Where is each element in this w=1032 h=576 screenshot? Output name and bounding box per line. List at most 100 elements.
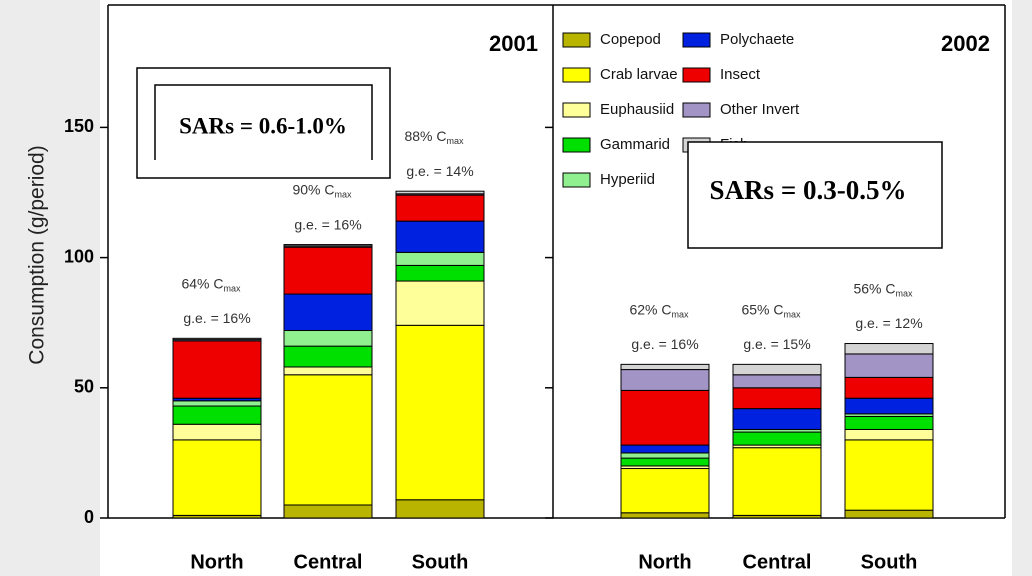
legend-label: Other Invert <box>720 101 800 118</box>
x-tick-label: Central <box>743 551 812 573</box>
bar-segment <box>620 363 710 371</box>
legend-swatch <box>562 102 591 118</box>
cmax-subscript: max <box>224 284 242 294</box>
cmax-text: 65% C <box>741 301 783 317</box>
bar-segment <box>620 452 710 459</box>
bar-segment <box>732 447 822 516</box>
cmax-subscript: max <box>335 190 353 200</box>
panel-title: 2001 <box>489 31 538 56</box>
bar-segment <box>732 408 822 430</box>
bar-segment <box>172 337 262 341</box>
cmax-subscript: max <box>447 137 465 147</box>
legend-label: Hyperiid <box>600 171 655 188</box>
bar-segment <box>844 428 934 441</box>
bar-segment <box>395 251 485 266</box>
annotation: SARs = 0.6-1.0% <box>179 113 347 138</box>
cmax-subscript: max <box>896 289 914 299</box>
legend-swatch <box>562 137 591 153</box>
annotation-box <box>687 141 943 249</box>
legend-label: Crab larvae <box>600 66 678 83</box>
bar-segment <box>283 293 373 332</box>
y-tick-label: 0 <box>84 507 94 527</box>
bar-segment <box>620 512 710 519</box>
bar-segment <box>844 397 934 415</box>
cmax-note: 90% Cmax <box>292 181 352 200</box>
ge-note: g.e. = 16% <box>183 310 250 326</box>
panel-title: 2002 <box>941 31 990 56</box>
bar-segment <box>395 499 485 519</box>
annotation: SARs = 0.3-0.5% <box>710 175 907 205</box>
legend-label: Polychaete <box>720 31 794 48</box>
y-tick-label: 150 <box>64 116 94 136</box>
cmax-text: 56% C <box>853 280 895 296</box>
bar-segment <box>172 405 262 425</box>
cmax-note: 88% Cmax <box>404 128 464 147</box>
bar-segment <box>844 353 934 378</box>
legend-label: Insect <box>720 66 761 83</box>
legend-swatch <box>682 67 711 83</box>
bar-segment <box>395 324 485 501</box>
bar-segment <box>732 363 822 376</box>
legend-swatch <box>682 32 711 48</box>
ge-note: g.e. = 14% <box>406 163 473 179</box>
cmax-text: 90% C <box>292 181 334 197</box>
bar-segment <box>844 343 934 355</box>
ge-note: g.e. = 16% <box>631 336 698 352</box>
bar-segment <box>172 439 262 516</box>
bar-segment <box>844 439 934 511</box>
x-tick-label: South <box>861 551 918 573</box>
bar-segment <box>620 457 710 467</box>
legend-swatch <box>562 32 591 48</box>
bar-segment <box>172 423 262 441</box>
legend-label: Gammarid <box>600 136 670 153</box>
cmax-note: 64% Cmax <box>181 275 241 294</box>
bar-segment <box>172 400 262 407</box>
bar-segment <box>844 376 934 399</box>
cmax-note: 56% Cmax <box>853 280 913 299</box>
bar-segment <box>395 194 485 222</box>
bar-segment <box>283 374 373 506</box>
bar-segment <box>395 220 485 253</box>
legend-swatch <box>562 67 591 83</box>
x-tick-label: North <box>190 551 243 573</box>
bar-segment <box>395 190 485 195</box>
bar-segment <box>283 330 373 347</box>
bar-segment <box>172 340 262 399</box>
bar-segment <box>620 468 710 514</box>
y-axis-label: Consumption (g/period) <box>26 145 49 364</box>
ge-note: g.e. = 15% <box>743 336 810 352</box>
annotation-box <box>136 67 391 179</box>
bar-segment <box>732 387 822 410</box>
legend-swatch <box>682 102 711 118</box>
ge-note: g.e. = 12% <box>855 315 922 331</box>
cmax-subscript: max <box>672 310 690 320</box>
bar-segment <box>283 246 373 295</box>
y-tick-label: 100 <box>64 246 94 266</box>
bar-segment <box>620 369 710 391</box>
bar-segment <box>620 389 710 446</box>
annotation-frame <box>154 84 373 160</box>
bar-segment <box>283 345 373 368</box>
bar-segment <box>844 415 934 430</box>
bar-segment <box>844 509 934 519</box>
x-tick-label: Central <box>294 551 363 573</box>
cmax-note: 62% Cmax <box>629 301 689 320</box>
bar-segment <box>395 264 485 282</box>
bar-segment <box>732 431 822 446</box>
cmax-subscript: max <box>784 310 802 320</box>
y-tick-label: 50 <box>74 377 94 397</box>
cmax-text: 62% C <box>629 301 671 317</box>
bar-segment <box>620 444 710 454</box>
x-tick-label: North <box>638 551 691 573</box>
bar-segment <box>283 244 373 247</box>
x-tick-label: South <box>412 551 469 573</box>
bar-segment <box>283 504 373 519</box>
cmax-text: 64% C <box>181 275 223 291</box>
bar-segment <box>283 366 373 376</box>
bar-segment <box>395 280 485 326</box>
legend-label: Euphausiid <box>600 101 674 118</box>
legend-swatch <box>562 172 591 188</box>
cmax-note: 65% Cmax <box>741 301 801 320</box>
legend-label: Copepod <box>600 31 661 48</box>
